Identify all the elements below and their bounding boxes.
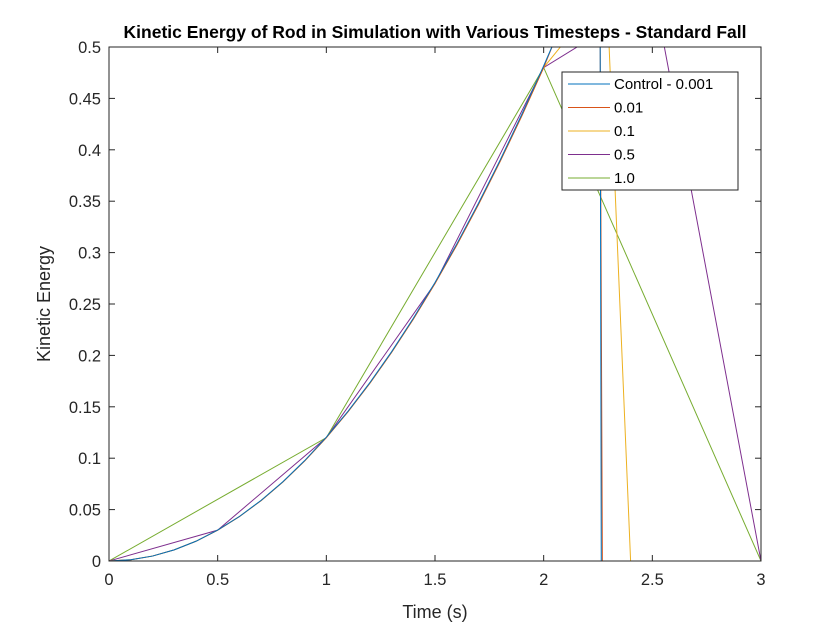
- x-tick-label: 2.5: [641, 571, 664, 589]
- y-tick-label: 0.5: [78, 39, 101, 57]
- y-axis-label: Kinetic Energy: [34, 246, 54, 362]
- legend-entry: 0.1: [614, 123, 635, 140]
- chart-title: Kinetic Energy of Rod in Simulation with…: [124, 22, 747, 42]
- legend-entry: Control - 0.001: [614, 76, 713, 93]
- x-tick-label: 2: [539, 571, 548, 589]
- y-tick-label: 0.4: [78, 142, 101, 160]
- x-tick-label: 1.5: [424, 571, 447, 589]
- legend: Control - 0.001 0.01 0.1 0.5 1.0: [561, 71, 739, 191]
- y-tick-label: 0.05: [69, 502, 101, 520]
- legend-entry: 0.5: [614, 147, 635, 164]
- y-tick-label: 0: [92, 553, 101, 571]
- y-tick-label: 0.35: [69, 193, 101, 211]
- x-axis-label: Time (s): [402, 602, 467, 622]
- x-axis: 0 0.5 1 1.5 2 2.5 3: [104, 47, 766, 589]
- x-tick-label: 0: [104, 571, 113, 589]
- legend-entry: 0.01: [614, 100, 643, 117]
- legend-entry: 1.0: [614, 170, 635, 187]
- x-tick-label: 1: [322, 571, 331, 589]
- x-tick-label: 0.5: [206, 571, 229, 589]
- y-tick-label: 0.15: [69, 399, 101, 417]
- y-tick-label: 0.2: [78, 347, 101, 365]
- y-tick-label: 0.45: [69, 90, 101, 108]
- series-layer: [109, 47, 761, 561]
- y-tick-label: 0.3: [78, 245, 101, 263]
- y-axis: 0 0.05 0.1 0.15 0.2 0.25 0.3 0.35 0.4 0.45 0.5: [69, 39, 761, 571]
- y-tick-label: 0.1: [78, 450, 101, 468]
- series-line-0: [109, 47, 761, 561]
- x-tick-label: 3: [756, 571, 765, 589]
- y-tick-label: 0.25: [69, 296, 101, 314]
- series-line-3: [109, 47, 761, 561]
- series-line-4: [109, 66, 761, 561]
